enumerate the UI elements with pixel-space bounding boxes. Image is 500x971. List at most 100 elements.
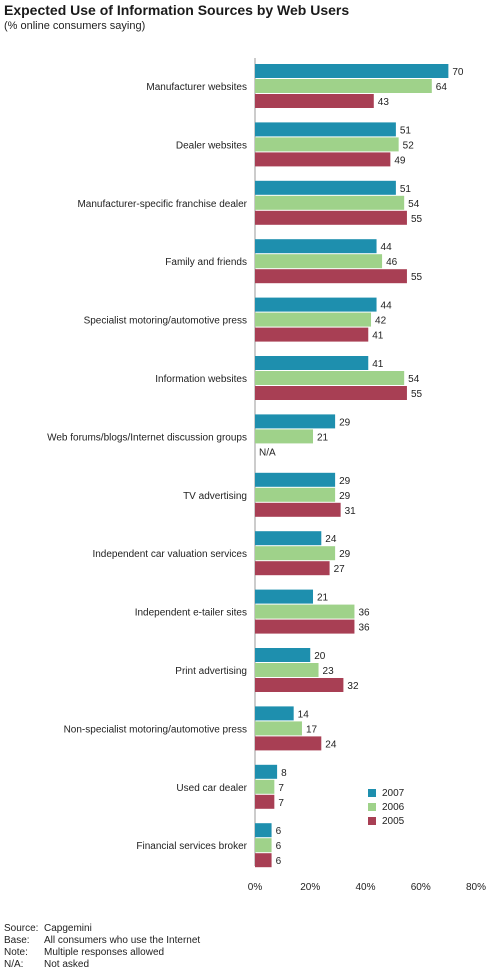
legend-swatch-2006 <box>368 803 376 811</box>
bar-2007-manufacturer-specific-franchise-dealer <box>255 180 396 195</box>
footer-base-key: Base: <box>4 935 30 946</box>
x-tick-label-3: 60% <box>411 882 431 893</box>
bar-2005-non-specialist-motoring-automotive-press <box>255 736 322 751</box>
category-label-tv-advertising: TV advertising <box>183 491 247 502</box>
footer-na-key: N/A: <box>4 959 24 970</box>
legend-item-2006: 2006 <box>368 800 404 814</box>
data-label-2005-non-specialist-motoring-automotive-press: 24 <box>325 739 337 750</box>
bar-2006-non-specialist-motoring-automotive-press <box>255 721 302 736</box>
data-label-2005-financial-services-broker: 6 <box>276 856 282 867</box>
category-label-financial-services-broker: Financial services broker <box>136 841 247 852</box>
data-label-2006-manufacturer-websites: 64 <box>436 82 448 93</box>
category-label-non-specialist-motoring-automotive-press: Non-specialist motoring/automotive press <box>64 724 247 735</box>
data-label-2007-manufacturer-websites: 70 <box>452 67 464 78</box>
footer-note-key: Note: <box>4 947 28 958</box>
data-label-2007-print-advertising: 20 <box>314 651 326 662</box>
data-label-2007-tv-advertising: 29 <box>339 476 351 487</box>
x-tick-label-1: 20% <box>300 882 320 893</box>
bar-2006-independent-car-valuation-services <box>255 546 336 561</box>
bar-2007-information-websites <box>255 356 369 370</box>
bar-2007-independent-e-tailer-sites <box>255 589 314 604</box>
data-label-2005-information-websites: 55 <box>411 389 423 400</box>
bar-2006-financial-services-broker <box>255 838 272 853</box>
bar-2007-independent-car-valuation-services <box>255 531 322 546</box>
legend-label-2005: 2005 <box>382 815 405 827</box>
bar-2006-independent-e-tailer-sites <box>255 604 355 619</box>
data-label-2007-independent-e-tailer-sites: 21 <box>317 593 329 604</box>
category-label-manufacturer-websites: Manufacturer websites <box>146 82 247 93</box>
data-label-2007-manufacturer-specific-franchise-dealer: 51 <box>400 184 412 195</box>
bar-chart: Manufacturer websites 70 64 43 Dealer websit… <box>47 58 486 893</box>
data-label-2005-manufacturer-websites: 43 <box>378 97 390 108</box>
category-label-specialist-motoring-automotive-press: Specialist motoring/automotive press <box>84 316 247 327</box>
legend-swatch-2005 <box>368 817 376 825</box>
data-label-2007-specialist-motoring-automotive-press: 44 <box>381 301 393 312</box>
legend-swatch-2007 <box>368 789 376 797</box>
data-label-2005-manufacturer-specific-franchise-dealer: 55 <box>411 214 423 225</box>
footer-source-key: Source: <box>4 923 39 934</box>
data-label-2006-tv-advertising: 29 <box>339 491 351 502</box>
bar-2006-manufacturer-websites <box>255 79 432 93</box>
data-label-2007-family-and-friends: 44 <box>381 242 393 253</box>
legend-label-2007: 2007 <box>382 787 405 799</box>
bar-2005-independent-e-tailer-sites <box>255 619 355 634</box>
data-label-2006-information-websites: 54 <box>408 374 420 385</box>
data-label-2007-information-websites: 41 <box>372 359 384 370</box>
data-label-2005-tv-advertising: 31 <box>345 506 357 517</box>
category-label-manufacturer-specific-franchise-dealer: Manufacturer-specific franchise dealer <box>77 199 247 210</box>
bar-2006-print-advertising <box>255 663 319 677</box>
bar-2005-financial-services-broker <box>255 853 272 868</box>
bar-2005-independent-car-valuation-services <box>255 561 330 576</box>
data-label-2005-used-car-dealer: 7 <box>278 798 284 809</box>
data-label-2006-independent-e-tailer-sites: 36 <box>358 608 370 619</box>
category-label-dealer-websites: Dealer websites <box>176 140 247 151</box>
bar-2007-dealer-websites <box>255 122 396 137</box>
bar-2007-financial-services-broker <box>255 823 272 838</box>
bar-2007-non-specialist-motoring-automotive-press <box>255 706 294 721</box>
bar-2006-tv-advertising <box>255 487 336 502</box>
bar-2007-print-advertising <box>255 648 311 662</box>
bar-2007-tv-advertising <box>255 472 336 487</box>
footer-note: Note: Multiple responses allowed <box>4 947 200 959</box>
chart-legend: 2007 2006 2005 <box>368 786 404 828</box>
footer-na: N/A: Not asked <box>4 959 200 971</box>
category-label-print-advertising: Print advertising <box>175 666 247 677</box>
data-label-2006-specialist-motoring-automotive-press: 42 <box>375 316 387 327</box>
na-label-2005-web-forums-blogs-internet-discussion-groups: N/A <box>259 447 276 458</box>
data-label-2006-dealer-websites: 52 <box>403 140 415 151</box>
footer-source: Source: Capgemini <box>4 923 200 935</box>
data-label-2007-dealer-websites: 51 <box>400 125 412 136</box>
legend-item-2007: 2007 <box>368 786 404 800</box>
category-label-used-car-dealer: Used car dealer <box>176 783 247 794</box>
data-label-2005-specialist-motoring-automotive-press: 41 <box>372 331 384 342</box>
footer-source-value: Capgemini <box>44 923 92 934</box>
data-label-2007-independent-car-valuation-services: 24 <box>325 534 337 545</box>
bar-2005-used-car-dealer <box>255 794 275 809</box>
bar-2005-dealer-websites <box>255 152 391 167</box>
data-label-2005-family-and-friends: 55 <box>411 272 423 283</box>
footer-note-value: Multiple responses allowed <box>44 947 165 958</box>
bar-2006-specialist-motoring-automotive-press <box>255 312 372 327</box>
bar-2006-manufacturer-specific-franchise-dealer <box>255 195 405 210</box>
data-label-2006-non-specialist-motoring-automotive-press: 17 <box>306 724 318 735</box>
bar-2006-used-car-dealer <box>255 779 275 794</box>
bar-2007-family-and-friends <box>255 239 377 254</box>
legend-label-2006: 2006 <box>382 801 405 813</box>
legend-item-2005: 2005 <box>368 814 404 828</box>
data-label-2005-print-advertising: 32 <box>347 681 359 692</box>
category-label-independent-e-tailer-sites: Independent e-tailer sites <box>135 608 247 619</box>
footer-na-value: Not asked <box>44 959 90 970</box>
bar-2007-manufacturer-websites <box>255 64 449 78</box>
footer-base: Base: All consumers who use the Internet <box>4 935 200 947</box>
bar-2005-family-and-friends <box>255 269 407 284</box>
data-label-2006-family-and-friends: 46 <box>386 257 398 268</box>
bar-2007-specialist-motoring-automotive-press <box>255 297 377 312</box>
bar-2005-specialist-motoring-automotive-press <box>255 327 369 342</box>
data-label-2006-financial-services-broker: 6 <box>276 841 282 852</box>
bar-2005-print-advertising <box>255 678 344 692</box>
chart-subtitle: (% online consumers saying) <box>4 20 146 32</box>
category-label-web-forums-blogs-internet-discussion-groups: Web forums/blogs/Internet discussion gro… <box>47 432 247 443</box>
category-label-information-websites: Information websites <box>155 374 247 385</box>
x-tick-label-2: 40% <box>355 882 375 893</box>
data-label-2006-web-forums-blogs-internet-discussion-groups: 21 <box>317 432 329 443</box>
